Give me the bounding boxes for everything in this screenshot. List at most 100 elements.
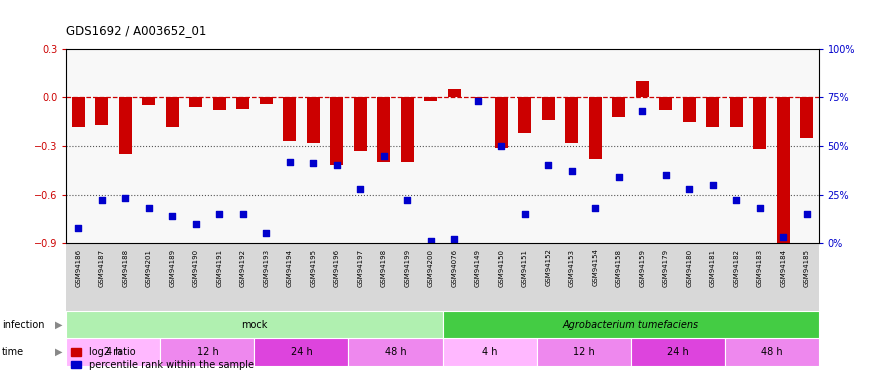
Text: 4 h: 4 h: [481, 347, 497, 357]
Point: [259, 230, 273, 236]
Bar: [66, 338, 160, 366]
Text: ▶: ▶: [55, 320, 62, 330]
Text: GSM94190: GSM94190: [193, 249, 198, 287]
Text: GSM94201: GSM94201: [146, 249, 151, 286]
Point: [235, 211, 250, 217]
Bar: [283, 98, 296, 141]
Text: 24 h: 24 h: [290, 347, 312, 357]
Text: GSM94188: GSM94188: [122, 249, 128, 287]
Point: [542, 162, 556, 168]
Text: 48 h: 48 h: [761, 347, 782, 357]
Text: GSM94076: GSM94076: [451, 249, 458, 287]
Text: GSM94187: GSM94187: [98, 249, 104, 287]
Bar: [442, 311, 819, 338]
Bar: [542, 98, 555, 120]
Bar: [307, 98, 319, 143]
Bar: [495, 98, 508, 148]
Bar: [630, 338, 725, 366]
Bar: [706, 98, 720, 126]
Text: GSM94184: GSM94184: [781, 249, 787, 286]
Text: GSM94196: GSM94196: [334, 249, 340, 287]
Point: [329, 162, 343, 168]
Point: [447, 236, 461, 242]
Text: GSM94180: GSM94180: [687, 249, 692, 287]
Point: [471, 98, 485, 104]
Text: 4 h: 4 h: [105, 347, 121, 357]
Bar: [377, 98, 390, 162]
Bar: [142, 98, 155, 105]
Text: ▶: ▶: [55, 347, 62, 357]
Text: GSM94154: GSM94154: [592, 249, 598, 286]
Bar: [659, 98, 673, 110]
Point: [776, 234, 790, 240]
Bar: [160, 338, 255, 366]
Point: [306, 160, 320, 166]
Bar: [448, 89, 461, 98]
Text: GSM94159: GSM94159: [639, 249, 645, 286]
Text: GSM94158: GSM94158: [616, 249, 622, 286]
Bar: [612, 98, 626, 117]
Text: GSM94149: GSM94149: [474, 249, 481, 286]
Bar: [725, 338, 819, 366]
Bar: [165, 98, 179, 126]
Bar: [119, 98, 132, 154]
Bar: [349, 338, 442, 366]
Bar: [330, 98, 343, 165]
Text: GSM94200: GSM94200: [427, 249, 434, 286]
Text: GSM94181: GSM94181: [710, 249, 716, 287]
Bar: [800, 98, 813, 138]
Text: mock: mock: [242, 320, 267, 330]
Bar: [730, 98, 743, 126]
Bar: [635, 81, 649, 98]
Bar: [424, 98, 437, 100]
Point: [282, 159, 296, 165]
Text: 12 h: 12 h: [196, 347, 219, 357]
Bar: [753, 98, 766, 149]
Point: [118, 195, 132, 201]
Bar: [683, 98, 696, 122]
Text: Agrobacterium tumefaciens: Agrobacterium tumefaciens: [563, 320, 698, 330]
Point: [95, 197, 109, 203]
Text: GSM94192: GSM94192: [240, 249, 246, 286]
Point: [589, 205, 603, 211]
Text: GSM94189: GSM94189: [169, 249, 175, 287]
Text: GSM94198: GSM94198: [381, 249, 387, 287]
Text: 12 h: 12 h: [573, 347, 595, 357]
Point: [705, 182, 720, 188]
Point: [658, 172, 673, 178]
Text: GSM94151: GSM94151: [522, 249, 527, 286]
Bar: [777, 98, 789, 243]
Point: [377, 153, 391, 159]
Text: 24 h: 24 h: [666, 347, 689, 357]
Text: GSM94195: GSM94195: [311, 249, 316, 286]
Bar: [442, 338, 536, 366]
Text: 48 h: 48 h: [385, 347, 406, 357]
Bar: [519, 98, 531, 133]
Text: GSM94194: GSM94194: [287, 249, 293, 286]
Bar: [189, 98, 202, 107]
Bar: [259, 98, 273, 104]
Point: [165, 213, 180, 219]
Text: GSM94183: GSM94183: [757, 249, 763, 287]
Legend: log2 ratio, percentile rank within the sample: log2 ratio, percentile rank within the s…: [71, 347, 254, 370]
Point: [612, 174, 626, 180]
Bar: [536, 338, 630, 366]
Text: GSM94150: GSM94150: [498, 249, 504, 286]
Point: [400, 197, 414, 203]
Point: [71, 225, 85, 231]
Bar: [354, 98, 366, 151]
Text: time: time: [2, 347, 24, 357]
Point: [212, 211, 227, 217]
Text: GSM94152: GSM94152: [545, 249, 551, 286]
Text: GSM94185: GSM94185: [804, 249, 810, 286]
Point: [682, 186, 696, 192]
Bar: [401, 98, 413, 162]
Bar: [236, 98, 250, 109]
Bar: [96, 98, 108, 125]
Bar: [212, 98, 226, 110]
Text: GSM94191: GSM94191: [216, 249, 222, 287]
Bar: [589, 98, 602, 159]
Text: infection: infection: [2, 320, 44, 330]
Point: [494, 143, 508, 149]
Point: [800, 211, 814, 217]
